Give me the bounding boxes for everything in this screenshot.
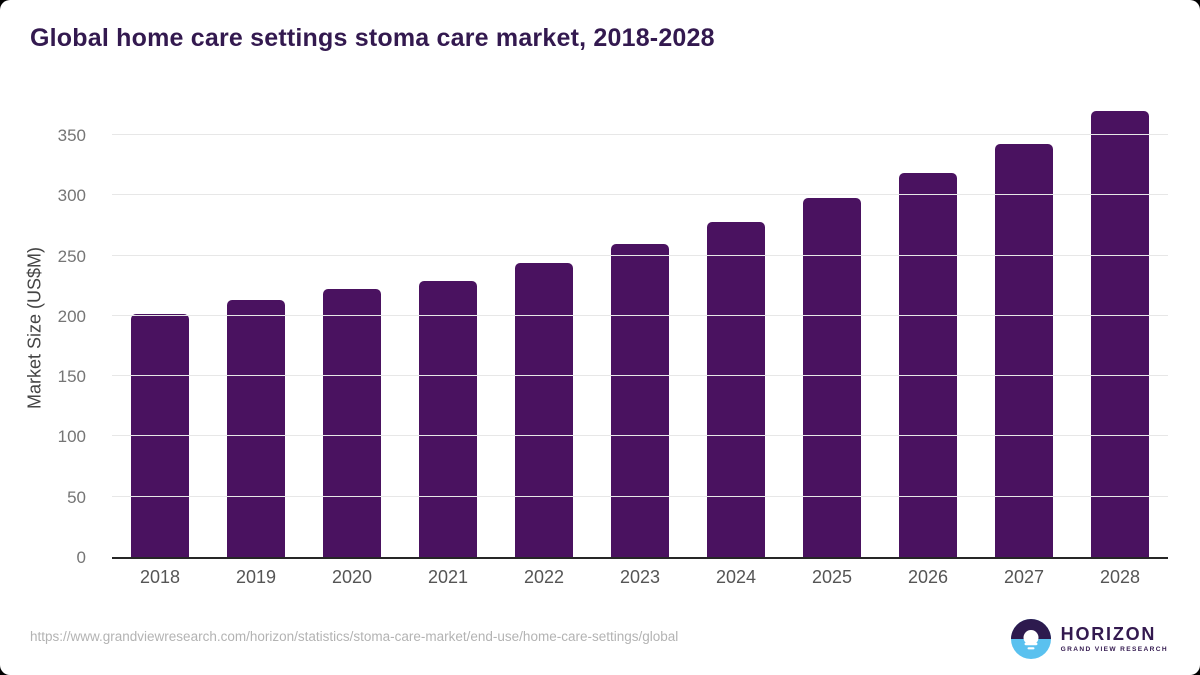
x-tick-label: 2021 [427,567,469,587]
bar-2020 [323,289,381,557]
bar-2021 [419,281,477,557]
y-tick-label: 200 [57,306,86,326]
bar-2027 [995,143,1053,557]
bar-slot [688,99,784,557]
y-tick-label: 100 [57,427,86,447]
y-tick-label: 0 [76,548,86,567]
bar-2028 [1091,111,1149,557]
bar-2022 [515,262,573,557]
bar-2023 [611,243,669,557]
bar-2018 [131,313,189,557]
bar-slot [1072,99,1168,557]
bar-2019 [227,300,285,557]
x-tick-label: 2024 [715,567,757,587]
gridline [112,314,1168,316]
y-tick-label: 350 [57,126,86,146]
x-axis-tick-labels: 2018 2019 2020 2021 2022 2023 2024 2025 2026 2027… [112,567,1168,588]
horizon-logo: HORIZON GRAND VIEW RESEARCH [1010,619,1168,659]
x-tick-label: 2023 [619,567,661,587]
bar-slot [592,99,688,557]
logo-title: HORIZON [1060,624,1157,644]
gridline [112,435,1168,437]
y-tick-label: 150 [57,367,86,387]
bar-slot [784,99,880,557]
source-url: https://www.grandviewresearch.com/horizo… [30,629,679,644]
logo-subtitle: GRAND VIEW RESEARCH [1060,646,1168,653]
bar-2026 [899,172,957,557]
x-tick-label: 2019 [235,567,277,587]
y-axis-tick-labels: 0 50 100 150 200 250 300 350 [48,99,98,567]
horizon-logo-icon [1010,619,1051,659]
x-tick-label: 2027 [1003,567,1045,587]
x-tick-label: 2026 [907,567,949,587]
gridline [112,495,1168,497]
gridline [112,194,1168,196]
bar-slot [112,99,208,557]
bar-slot [400,99,496,557]
x-tick-label: 2025 [811,567,853,587]
chart-title: Global home care settings stoma care mar… [30,24,715,52]
x-tick-label: 2018 [139,567,181,587]
bar-2024 [707,221,765,557]
x-tick-label: 2020 [331,567,373,587]
gridline [112,254,1168,256]
bar-slot [976,99,1072,557]
y-tick-label: 300 [57,186,86,206]
plot-area [112,99,1168,559]
bar-slot [208,99,304,557]
bar-slot [496,99,592,557]
gridline [112,375,1168,377]
x-tick-label: 2028 [1099,567,1141,587]
bar-slot [880,99,976,557]
y-tick-label: 50 [67,487,86,507]
horizon-logo-text: HORIZON GRAND VIEW RESEARCH [1060,624,1168,654]
bar-2025 [803,197,861,557]
bar-slot [304,99,400,557]
x-tick-label: 2022 [523,567,565,587]
gridline [112,134,1168,136]
bar-series [112,99,1168,557]
y-tick-label: 250 [57,246,86,266]
